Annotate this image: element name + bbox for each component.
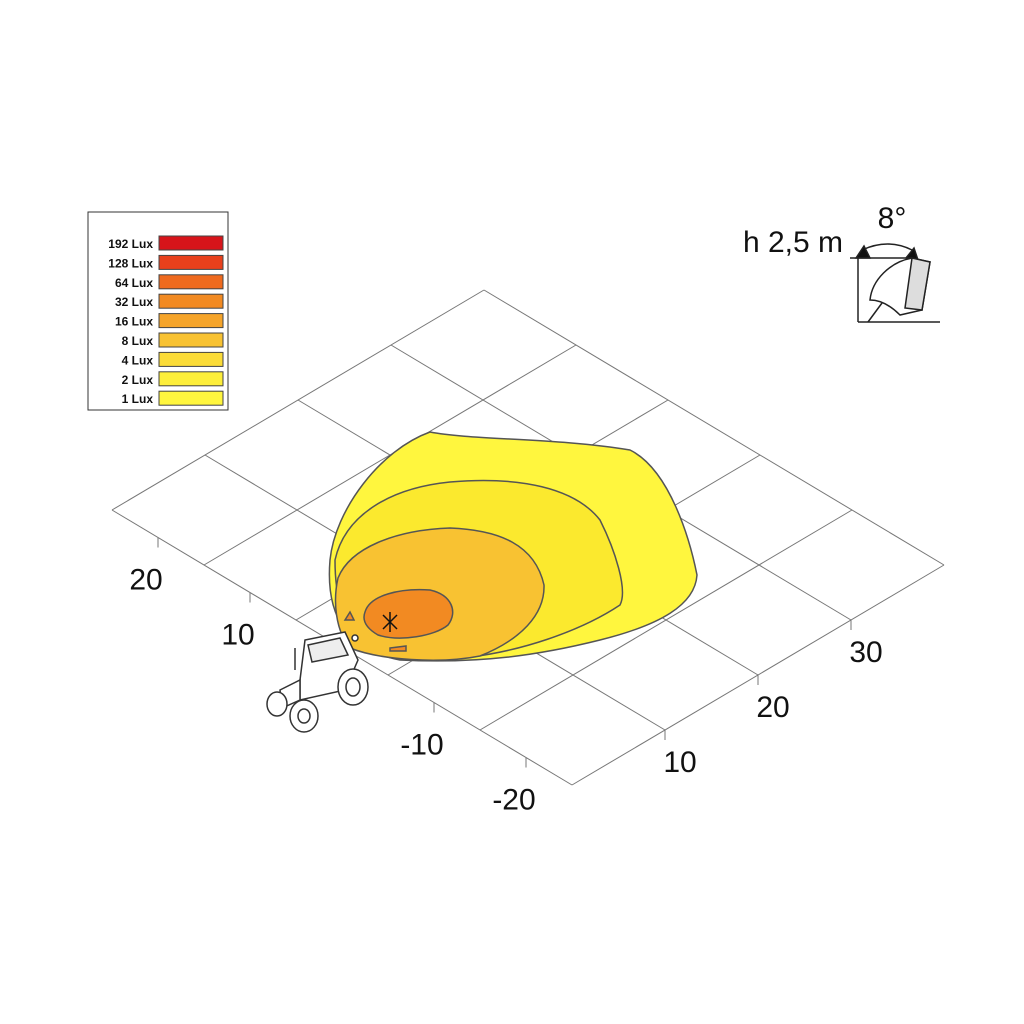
legend-label: 16 Lux bbox=[115, 315, 153, 329]
left-axis-label: -20 bbox=[492, 784, 535, 817]
axis-labels: 20 10 -10 -20 10 20 30 bbox=[129, 564, 882, 817]
legend-label: 32 Lux bbox=[115, 295, 153, 309]
left-axis-label: 10 bbox=[221, 619, 254, 652]
tractor-icon bbox=[266, 631, 369, 733]
mount-icon: h 2,5 m 8° bbox=[743, 202, 940, 323]
legend-label: 128 Lux bbox=[108, 256, 153, 270]
lamp-center bbox=[382, 612, 398, 632]
left-axis-label: -10 bbox=[400, 729, 443, 762]
spot bbox=[343, 610, 407, 652]
legend-label: 1 Lux bbox=[122, 392, 154, 406]
legend-swatch bbox=[158, 390, 224, 406]
mount-height: h 2,5 m bbox=[743, 226, 843, 259]
legend-label: 8 Lux bbox=[122, 334, 154, 348]
legend-swatch bbox=[158, 235, 224, 251]
legend-swatch bbox=[158, 274, 224, 290]
legend-swatch bbox=[158, 371, 224, 387]
right-axis-label: 20 bbox=[756, 691, 789, 724]
legend-swatch bbox=[158, 254, 224, 270]
grid-line bbox=[483, 289, 945, 566]
legend-label: 4 Lux bbox=[122, 353, 154, 367]
legend-swatch bbox=[158, 351, 224, 367]
legend-swatch bbox=[158, 293, 224, 309]
legend: 192 Lux 128 Lux 64 Lux 32 Lux 16 Lux 8 Lux 4 L… bbox=[87, 211, 229, 411]
mount-angle: 8° bbox=[878, 202, 907, 235]
legend-label: 192 Lux bbox=[108, 237, 153, 251]
isolux-zones bbox=[328, 431, 698, 662]
right-axis-label: 10 bbox=[663, 746, 696, 779]
legend-swatch bbox=[158, 332, 224, 348]
right-axis-label: 30 bbox=[849, 636, 882, 669]
left-axis-label: 20 bbox=[129, 564, 162, 597]
legend-swatch bbox=[158, 313, 224, 329]
legend-label: 64 Lux bbox=[115, 276, 153, 290]
legend-label: 2 Lux bbox=[122, 373, 154, 387]
